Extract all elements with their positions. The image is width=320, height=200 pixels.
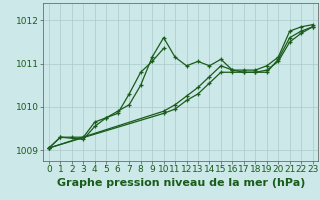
X-axis label: Graphe pression niveau de la mer (hPa): Graphe pression niveau de la mer (hPa) [57, 178, 305, 188]
